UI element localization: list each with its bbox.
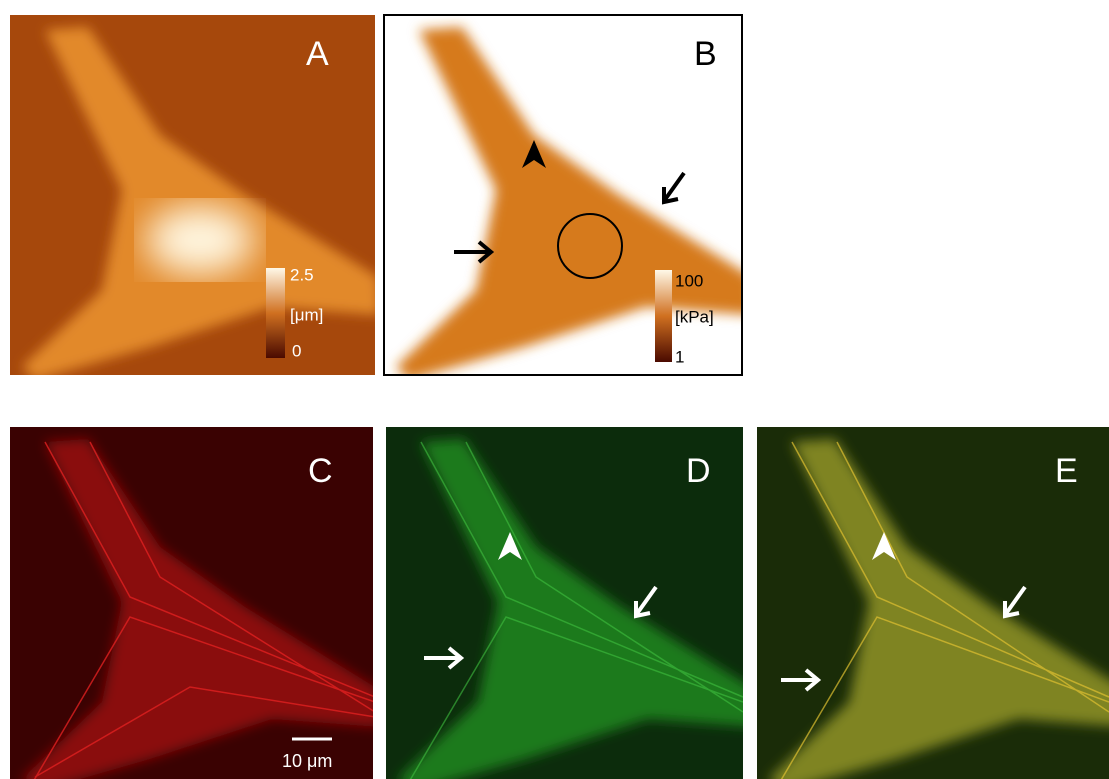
colorbar xyxy=(266,268,285,358)
panel-label: E xyxy=(1055,452,1078,490)
panel-label: D xyxy=(686,452,711,490)
figure: A 2.5 [μm] 0 B 100 [kPa] 1 C 10 μm D xyxy=(0,0,1109,779)
panel-e: E xyxy=(757,427,1109,779)
colorbar-unit: [kPa] xyxy=(675,307,714,326)
panel-label: A xyxy=(306,35,329,73)
panel-c: C 10 μm xyxy=(10,427,380,779)
panel-label: C xyxy=(308,452,333,490)
panel-a: A xyxy=(10,15,380,380)
colorbar-unit: [μm] xyxy=(290,305,323,324)
colorbar-min: 0 xyxy=(292,341,301,360)
panel-label: B xyxy=(694,35,717,73)
colorbar-min: 1 xyxy=(675,347,684,366)
scale-bar-label: 10 μm xyxy=(282,751,332,771)
panel-d: D xyxy=(386,427,756,779)
colorbar-max: 2.5 xyxy=(290,265,314,284)
colorbar xyxy=(655,270,672,362)
colorbar-max: 100 xyxy=(675,271,703,290)
